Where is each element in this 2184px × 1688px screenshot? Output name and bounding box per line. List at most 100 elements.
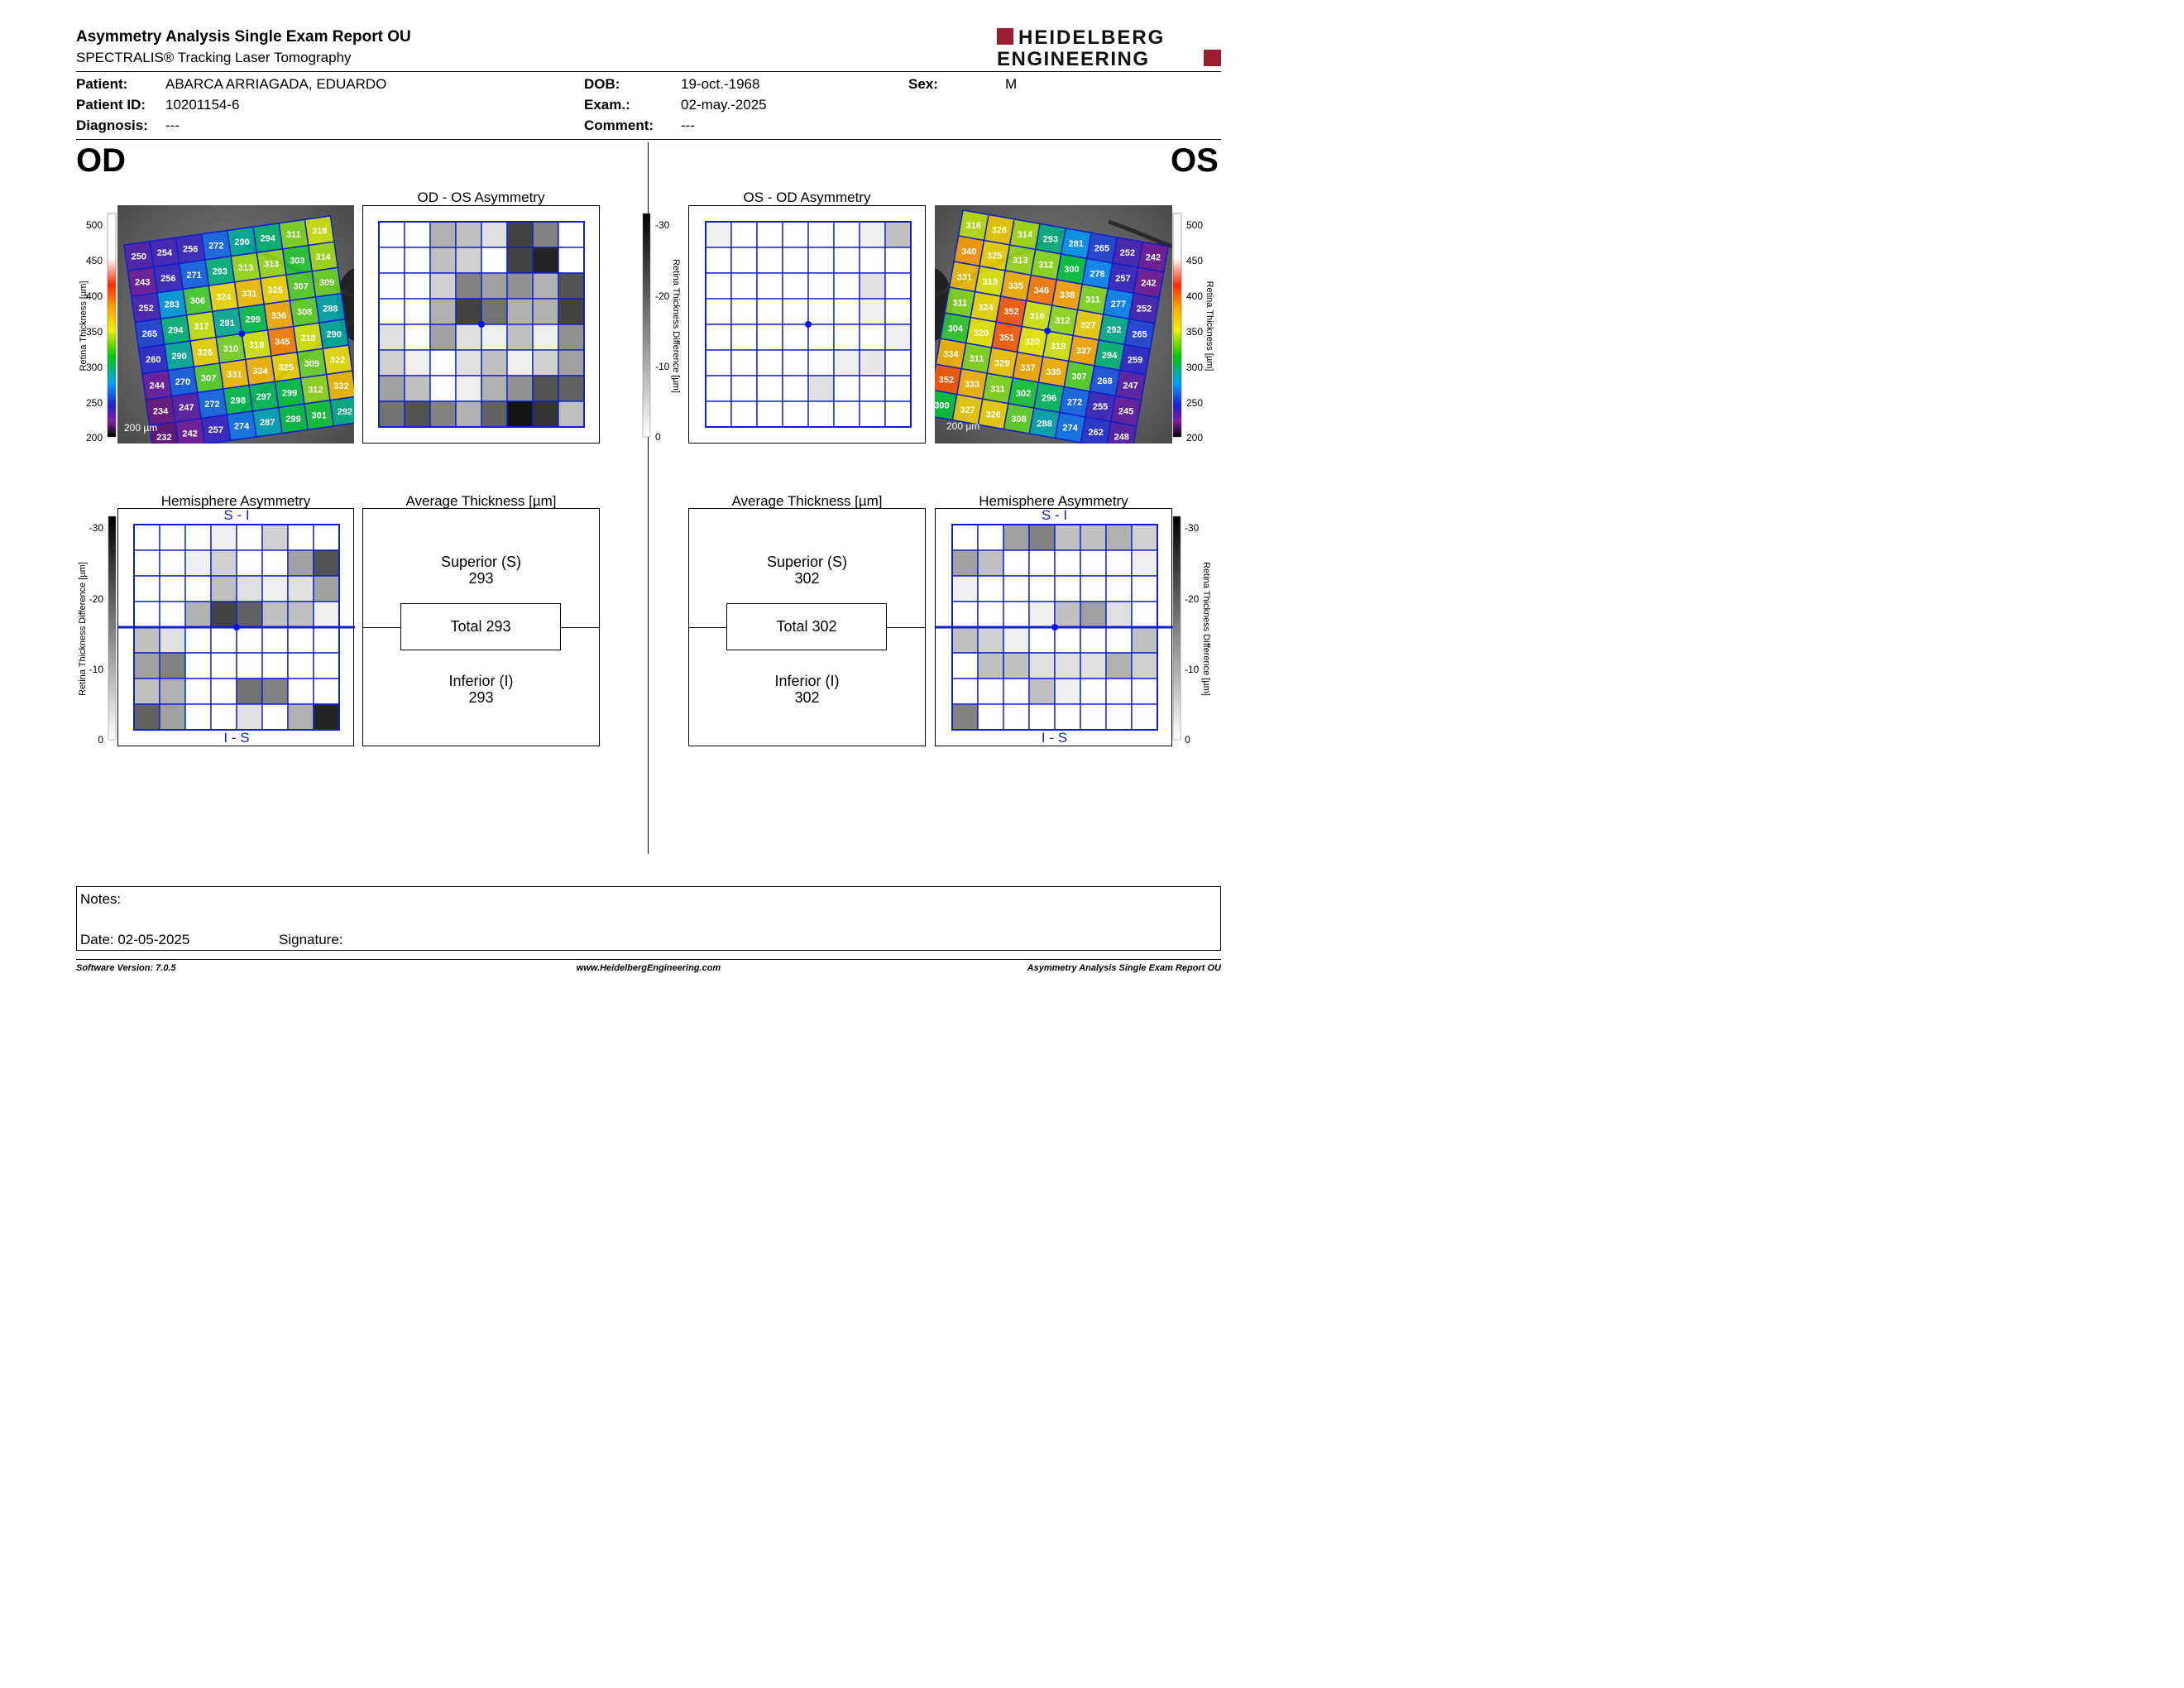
od-thickness-cell-r1-c4 — [201, 230, 232, 261]
os-hemi-cell-r2-c5 — [1054, 549, 1081, 577]
os-hemi-cell-r4-c1 — [951, 601, 979, 628]
os-asym-cell-r3-c3 — [756, 272, 783, 300]
os-thickness-cell-r5-c5 — [1042, 330, 1074, 362]
od-asym-cell-r1-c2 — [404, 221, 431, 248]
os-thickness-cell-r8-c5 — [1029, 408, 1060, 439]
os-thickness-cell-r2-c1 — [954, 236, 984, 266]
os-asym-cell-r6-c1 — [705, 349, 732, 376]
notes-box[interactable]: Notes: Date: 02-05-2025 Signature: — [76, 886, 1221, 951]
svg-text:200: 200 — [86, 432, 103, 444]
os-asym-cell-r8-c4 — [782, 400, 809, 428]
os-thickness-value-r7-c4: 302 — [1016, 389, 1031, 399]
footer-website-link[interactable]: www.HeidelbergEngineering.com — [576, 963, 721, 973]
od-thickness-cell-r7-c2 — [171, 392, 202, 422]
od-inferior-value: 293 — [468, 689, 494, 706]
os-asym-cell-r6-c2 — [730, 349, 758, 376]
od-hemi-cell-r7-c5 — [236, 678, 263, 705]
od-thickness-value-r7-c8: 332 — [333, 381, 348, 391]
os-thickness-value-r3-c3: 335 — [1008, 281, 1023, 291]
svg-text:-10: -10 — [1185, 664, 1200, 675]
os-asym-cell-r3-c6 — [833, 272, 860, 300]
os-thickness-value-r1-c6: 265 — [1094, 244, 1109, 254]
od-hemi-cell-r4-c8 — [313, 601, 340, 628]
od-difference-colorbar: -30 -20 -10 0 Retina Thickness Differenc… — [642, 213, 681, 443]
os-asym-cell-r8-c5 — [807, 400, 835, 428]
os-thickness-value-r3-c6: 311 — [1085, 295, 1100, 305]
os-asym-cell-r5-c8 — [884, 324, 912, 351]
os-asym-cell-r6-c4 — [782, 349, 809, 376]
os-thickness-value-r2-c2: 325 — [987, 252, 1002, 261]
od-hemi-cell-r6-c8 — [313, 652, 340, 679]
od-thickness-cell-r5-c2 — [164, 341, 194, 371]
od-asym-cell-r4-c3 — [429, 298, 457, 325]
os-asym-cell-r7-c5 — [807, 375, 835, 402]
os-thickness-value-r1-c3: 314 — [1018, 230, 1033, 240]
os-thickness-value-r2-c3: 313 — [1013, 256, 1027, 266]
os-hemi-cell-r7-c1 — [951, 678, 979, 705]
od-fovea-marker — [238, 330, 246, 338]
svg-text:ENGINEERING: ENGINEERING — [997, 48, 1150, 70]
od-thickness-value-r2-c4: 293 — [213, 266, 228, 276]
od-asym-cell-r1-c8 — [558, 221, 585, 248]
os-thickness-cell-r1-c5 — [1061, 228, 1092, 259]
os-asym-cell-r1-c4 — [782, 221, 809, 248]
os-asym-cell-r6-c5 — [807, 349, 835, 376]
od-thickness-value-r1-c5: 290 — [234, 237, 249, 247]
od-asym-fovea-marker — [478, 321, 485, 328]
os-hemi-cell-r5-c2 — [977, 626, 1004, 654]
os-asym-cell-r3-c8 — [884, 272, 912, 300]
os-thickness-cell-r4-c5 — [1047, 305, 1078, 336]
od-asym-cell-r3-c2 — [404, 272, 431, 300]
os-hemi-cell-r7-c5 — [1054, 678, 1081, 705]
os-asym-cell-r7-c6 — [833, 375, 860, 402]
od-thickness-cell-r6-c2 — [168, 367, 198, 396]
od-hemi-cell-r4-c5 — [236, 601, 263, 628]
od-hemi-cell-r1-c5 — [236, 524, 263, 551]
os-thickness-value-r7-c5: 296 — [1042, 393, 1056, 403]
od-thickness-cell-r2-c4 — [204, 256, 235, 286]
od-superior-label: Superior (S) — [440, 554, 522, 570]
od-asym-grid-border — [378, 221, 585, 428]
od-average-panel: Superior (S) 293 Total 293 Inferior (I) … — [362, 508, 600, 746]
os-asym-grid-border — [705, 221, 912, 428]
od-thickness-cell-r6-c8 — [323, 344, 352, 375]
od-hemi-cell-r2-c6 — [261, 549, 289, 577]
od-asym-cell-r5-c8 — [558, 324, 585, 351]
od-inferior-label: Inferior (I) — [448, 673, 514, 689]
os-thickness-value-r3-c1: 331 — [957, 272, 972, 282]
os-thickness-cell-r6-c7 — [1090, 365, 1120, 396]
od-asym-cell-r8-c3 — [429, 400, 457, 428]
od-thickness-value-r7-c4: 298 — [230, 396, 245, 405]
os-hemi-cell-r8-c3 — [1003, 703, 1030, 731]
od-thickness-cell-r1-c3 — [175, 233, 205, 264]
os-asym-cell-r4-c6 — [833, 298, 860, 325]
os-thickness-value-r3-c5: 338 — [1060, 290, 1075, 300]
svg-text:0: 0 — [655, 431, 661, 443]
os-thickness-cell-r7-c4 — [1008, 377, 1039, 409]
od-asym-cell-r3-c3 — [429, 272, 457, 300]
od-asym-cell-r5-c7 — [532, 324, 559, 351]
od-thickness-value-r1-c6: 294 — [261, 233, 276, 243]
od-asym-cell-r8-c5 — [481, 400, 508, 428]
od-hemi-cell-r6-c1 — [133, 652, 160, 679]
od-hemi-cell-r6-c3 — [184, 652, 212, 679]
od-thickness-value-r4-c7: 308 — [297, 308, 312, 318]
os-thickness-value-r3-c2: 319 — [983, 277, 998, 287]
os-asym-cell-r2-c5 — [807, 247, 835, 274]
od-thickness-value-r5-c6: 345 — [275, 337, 290, 347]
os-asym-cell-r4-c7 — [859, 298, 886, 325]
od-asym-cell-r7-c8 — [558, 375, 585, 402]
od-thickness-value-r8-c2: 242 — [182, 429, 197, 439]
os-thickness-value-r4-c5: 312 — [1055, 316, 1070, 326]
report-subtitle: SPECTRALIS® Tracking Laser Tomography — [76, 50, 352, 65]
os-hemi-cell-r2-c3 — [1003, 549, 1030, 577]
os-hemi-cell-r7-c8 — [1131, 678, 1158, 705]
svg-text:-30: -30 — [89, 522, 104, 534]
os-hemi-cell-r3-c6 — [1080, 575, 1107, 602]
od-asym-cell-r6-c5 — [481, 349, 508, 376]
od-hemi-cell-r2-c4 — [210, 549, 237, 577]
os-thickness-cell-r2-c5 — [1056, 253, 1087, 285]
os-thickness-value-r8-c6: 274 — [1062, 424, 1078, 434]
od-asym-cell-r6-c3 — [429, 349, 457, 376]
os-inferior-label: Inferior (I) — [774, 673, 840, 689]
